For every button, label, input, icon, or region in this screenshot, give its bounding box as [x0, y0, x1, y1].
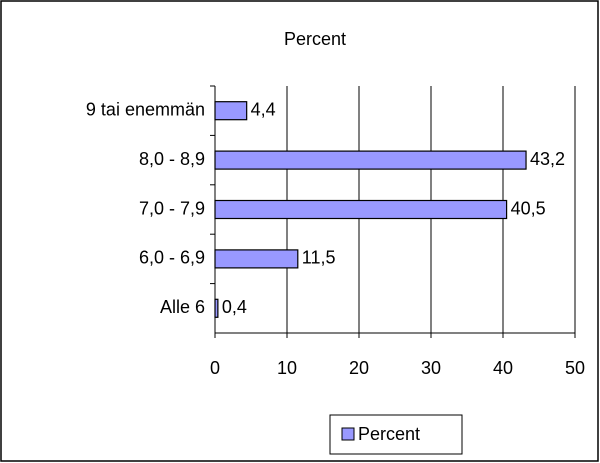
legend-label: Percent [358, 424, 420, 444]
x-tick-label: 0 [210, 358, 220, 378]
y-tick-label: Alle 6 [160, 297, 205, 317]
x-tick-label: 50 [565, 358, 585, 378]
bar [214, 298, 219, 318]
y-tick-label: 9 tai enemmän [86, 99, 205, 119]
y-tick-label: 7,0 - 7,9 [139, 198, 205, 218]
x-tick-label: 30 [421, 358, 441, 378]
bar [214, 101, 248, 121]
bar [214, 150, 527, 170]
bar [214, 199, 508, 220]
data-label: 0,4 [222, 297, 247, 317]
data-label: 40,5 [511, 198, 546, 218]
bar [214, 249, 299, 269]
y-tick-label: 8,0 - 8,9 [139, 149, 205, 169]
y-tick-label: 6,0 - 6,9 [139, 248, 205, 268]
x-tick-label: 40 [493, 358, 513, 378]
x-tick-label: 20 [349, 358, 369, 378]
x-tick-label: 10 [277, 358, 297, 378]
data-label: 11,5 [302, 248, 336, 268]
data-label: 43,2 [530, 149, 565, 169]
data-label: 4,4 [251, 99, 276, 119]
legend-swatch [341, 427, 355, 441]
chart-title: Percent [284, 29, 346, 49]
